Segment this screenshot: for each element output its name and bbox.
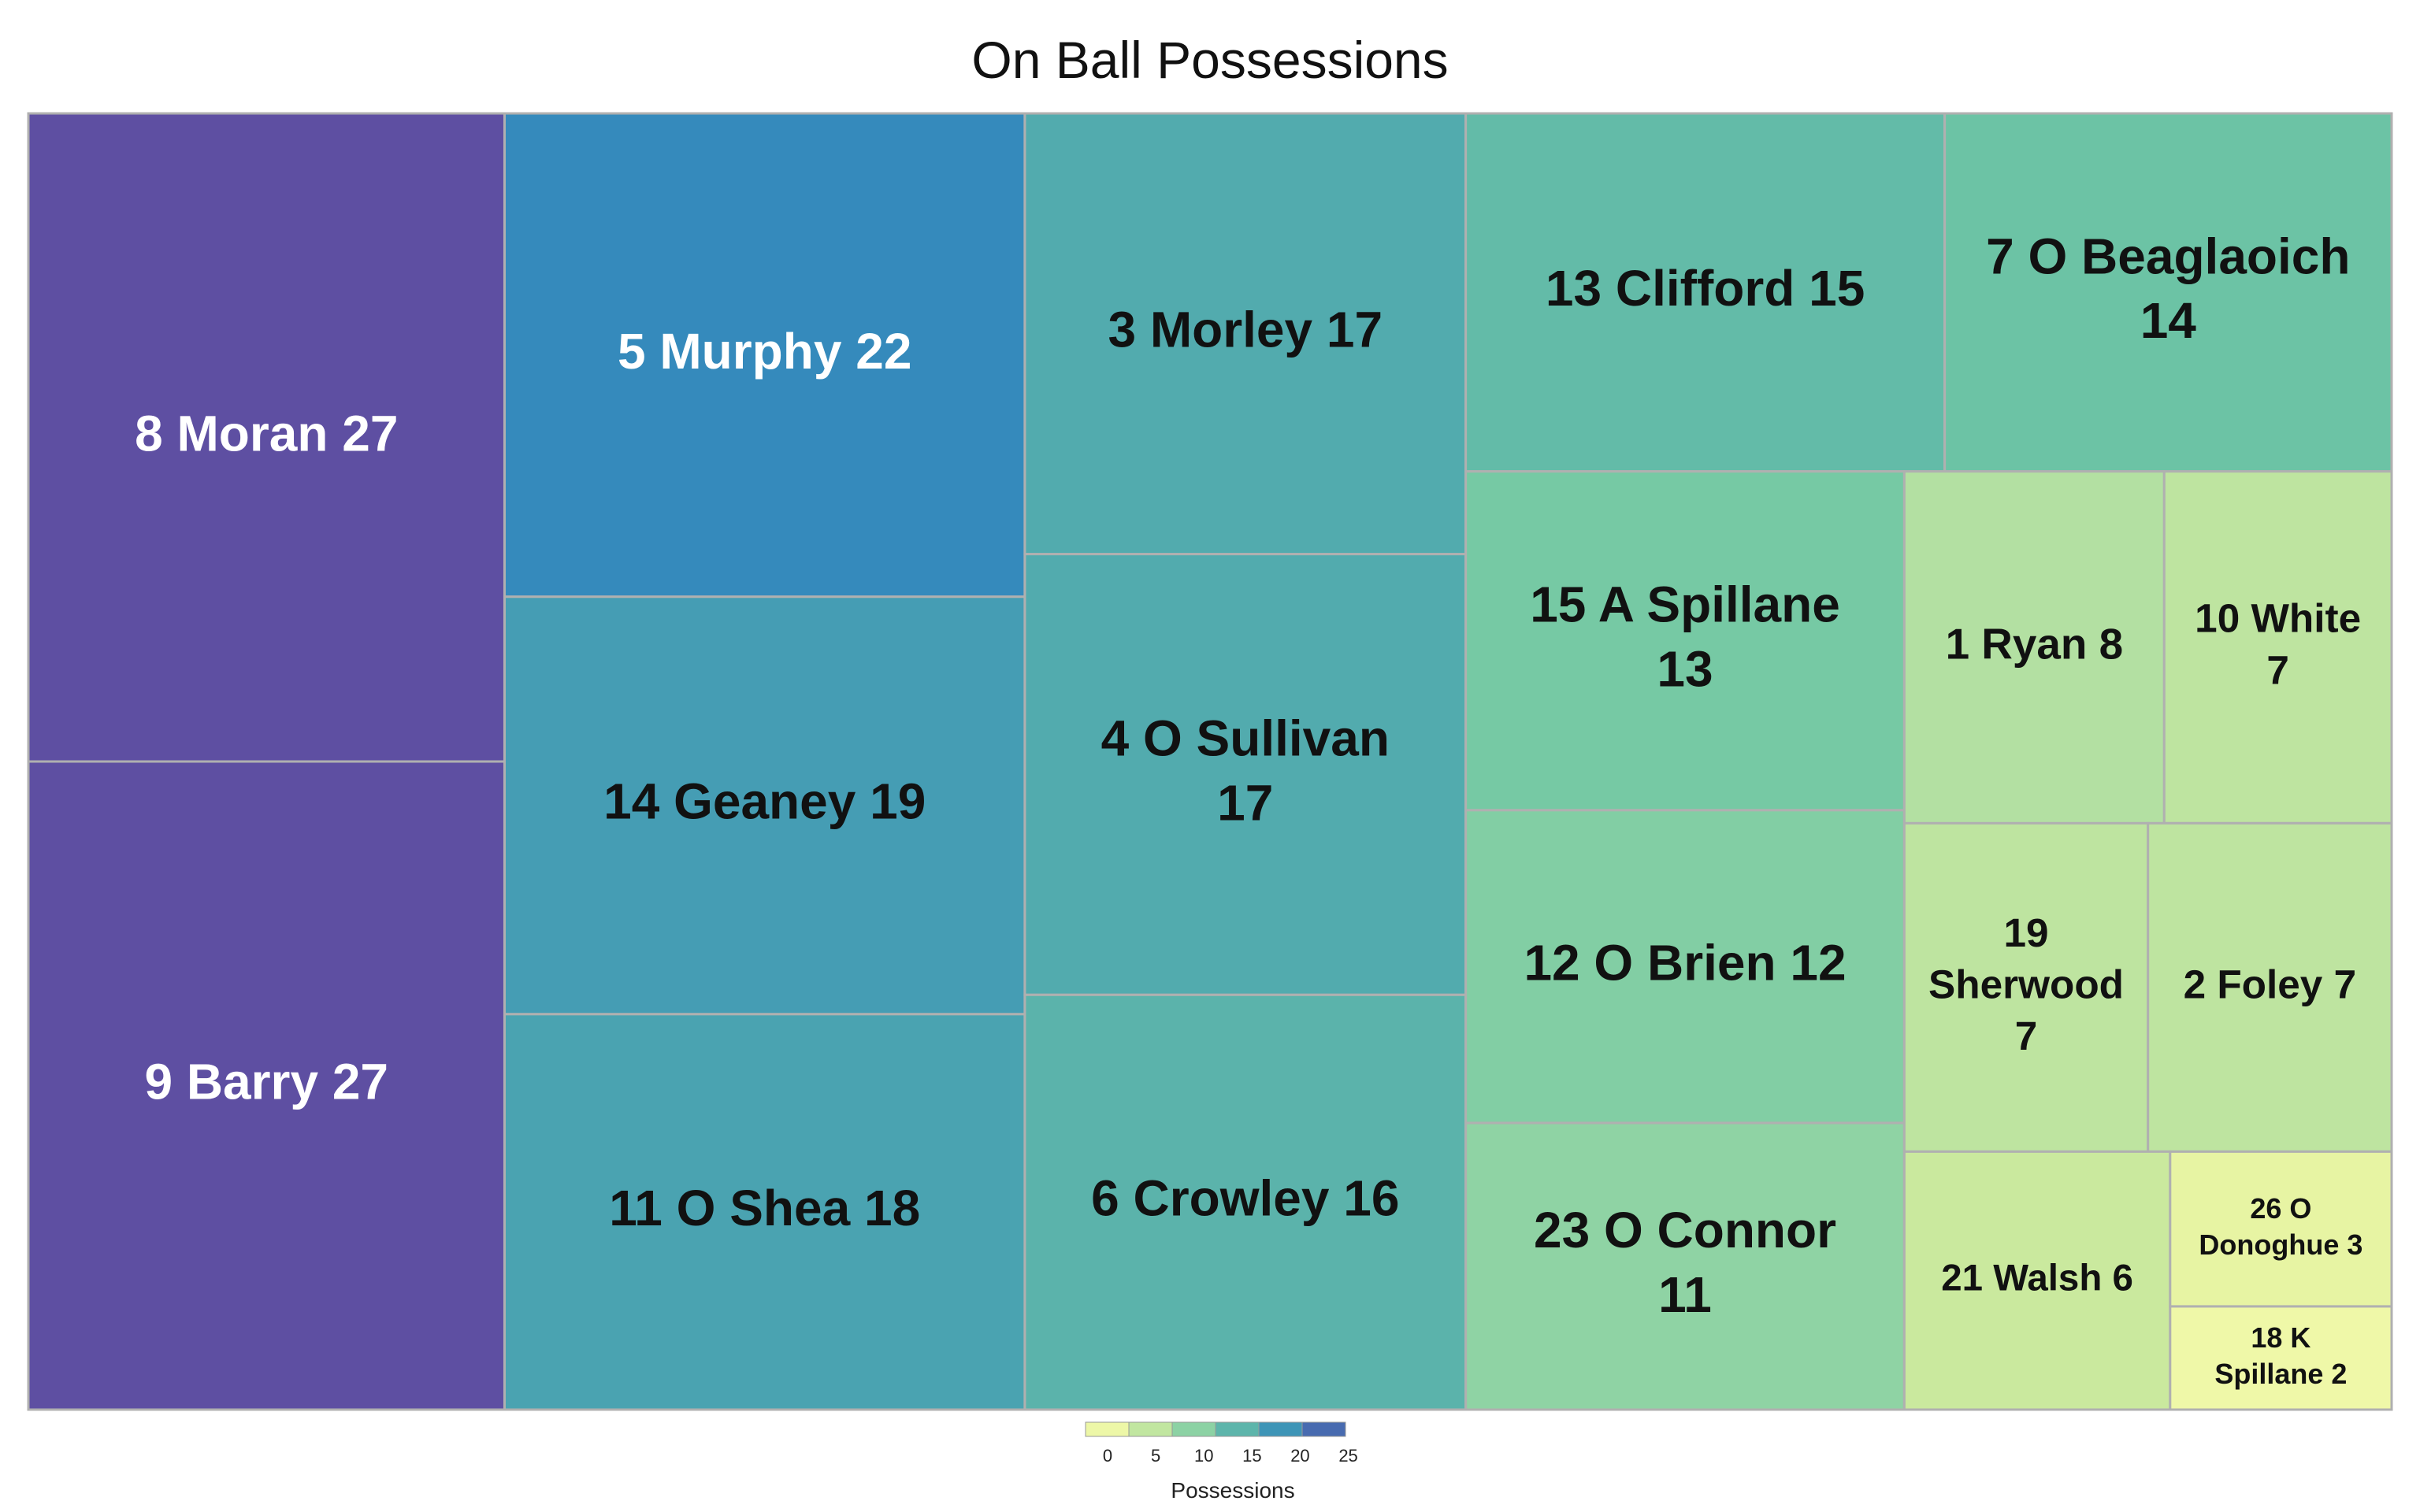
treemap-tile-8-moran: 8 Moran 27: [27, 112, 506, 763]
treemap-tile-label: 4 O Sullivan 17: [1101, 710, 1390, 831]
treemap-tile-13-clifford: 13 Clifford 15: [1464, 112, 1947, 473]
legend-tick-label: 20: [1290, 1446, 1309, 1466]
treemap-tile-label: 5 Murphy 22: [618, 323, 911, 380]
treemap-tile-label: 15 A Spillane 13: [1530, 576, 1840, 698]
treemap-tile-label: 23 O Connor 11: [1534, 1202, 1836, 1323]
treemap-tile-label: 11 O Shea 18: [609, 1180, 920, 1236]
treemap-tile-label: 12 O Brien 12: [1524, 934, 1846, 991]
treemap-tile-rect: [1902, 1150, 2172, 1411]
treemap-tile-label: 3 Morley 17: [1108, 302, 1383, 358]
treemap-tile-11-o-shea: 11 O Shea 18: [503, 1013, 1026, 1411]
treemap-tile-rect: [2169, 1305, 2393, 1411]
legend-tick-label: 25: [1338, 1446, 1357, 1466]
treemap-frame: [27, 112, 2393, 1411]
legend-swatch: [1301, 1421, 1346, 1437]
treemap-tile-rect: [2169, 1150, 2393, 1308]
treemap-tile-9-barry: 9 Barry 27: [27, 760, 506, 1411]
legend-swatch: [1128, 1421, 1173, 1437]
treemap-tile-label: 2 Foley 7: [2184, 962, 2357, 1006]
treemap-tile-label: 19 Sherwood 7: [1928, 910, 2124, 1058]
treemap-tile-14-geaney: 14 Geaney 19: [503, 595, 1026, 1016]
treemap-tile-5-murphy: 5 Murphy 22: [503, 112, 1026, 598]
treemap-tile-1-ryan: 1 Ryan 8: [1902, 470, 2166, 825]
treemap-tile-7-o-beaglaoich: 7 O Beaglaoich 14: [1943, 112, 2393, 473]
treemap-tile-label: 18 K Spillane 2: [2214, 1321, 2347, 1390]
treemap-tile-23-o-connor: 23 O Connor 11: [1464, 1121, 1906, 1411]
treemap-tile-label: 8 Moran 27: [135, 405, 398, 461]
treemap-tile-label: 7 O Beaglaoich 14: [1986, 228, 2350, 349]
treemap-tile-label: 6 Crowley 16: [1091, 1170, 1399, 1227]
treemap-tile-label: 1 Ryan 8: [1946, 619, 2124, 668]
treemap-tile-12-o-brien: 12 O Brien 12: [1464, 809, 1906, 1125]
treemap-tile-rect: [503, 1013, 1026, 1411]
legend-swatch: [1258, 1421, 1303, 1437]
treemap-tile-rect: [1902, 470, 2166, 825]
treemap-tile-rect: [1464, 1121, 1906, 1411]
treemap-tile-rect: [27, 112, 506, 763]
chart-title: On Ball Possessions: [971, 31, 1449, 89]
treemap-tile-rect: [2147, 821, 2393, 1153]
treemap-tile-18-k-spillane: 18 K Spillane 2: [2169, 1305, 2393, 1411]
treemap-tile-label: 13 Clifford 15: [1546, 260, 1865, 317]
treemap-tile-3-morley: 3 Morley 17: [1023, 112, 1468, 556]
legend-tick-label: 0: [1103, 1446, 1112, 1466]
legend-swatch: [1215, 1421, 1260, 1437]
treemap-tile-label: 21 Walsh 6: [1941, 1258, 2133, 1299]
treemap-tile-label: 26 O Donoghue 3: [2199, 1192, 2362, 1261]
treemap-tile-10-white: 10 White 7: [2162, 470, 2393, 825]
treemap-tile-label: 10 White 7: [2195, 596, 2361, 693]
treemap-tile-15-a-spillane: 15 A Spillane 13: [1464, 470, 1906, 812]
treemap-tile-label: 14 Geaney 19: [603, 773, 926, 830]
treemap-tile-19-sherwood: 19 Sherwood 7: [1902, 821, 2150, 1153]
treemap-tile-rect: [1023, 993, 1468, 1411]
treemap-tile-rect: [503, 595, 1026, 1016]
legend-swatch: [1171, 1421, 1216, 1437]
treemap-tile-6-crowley: 6 Crowley 16: [1023, 993, 1468, 1411]
legend-swatch: [1085, 1421, 1130, 1437]
legend-tick-label: 15: [1242, 1446, 1261, 1466]
treemap-tile-label: 9 Barry 27: [144, 1053, 388, 1110]
treemap-tile-2-foley: 2 Foley 7: [2147, 821, 2393, 1153]
legend-tick-label: 10: [1194, 1446, 1213, 1466]
treemap-tile-rect: [1464, 809, 1906, 1125]
legend-tick-label: 5: [1151, 1446, 1160, 1466]
legend-title: Possessions: [1171, 1478, 1294, 1503]
treemap-tile-21-walsh: 21 Walsh 6: [1902, 1150, 2172, 1411]
treemap-tile-rect: [1464, 470, 1906, 812]
treemap-tile-26-o-donoghue: 26 O Donoghue 3: [2169, 1150, 2393, 1308]
treemap-tile-rect: [1023, 112, 1468, 556]
treemap-tile-rect: [2162, 470, 2393, 825]
treemap-tile-rect: [1943, 112, 2393, 473]
